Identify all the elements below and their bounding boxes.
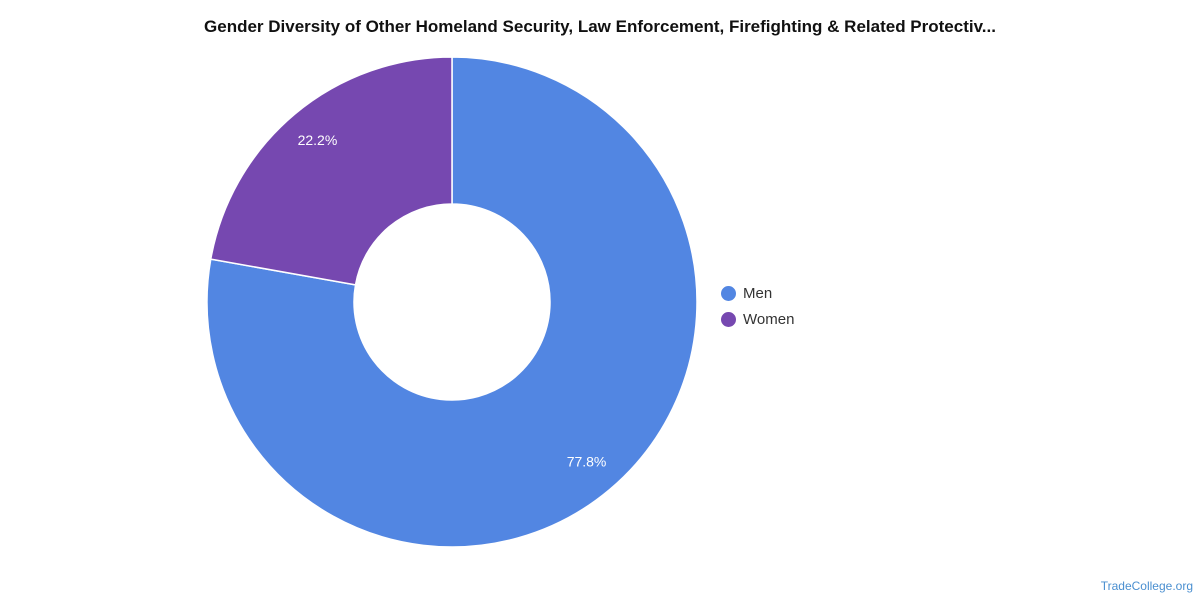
legend-item-women[interactable]: Women	[721, 306, 794, 332]
legend-label-women: Women	[743, 310, 795, 328]
slice-label-men: 77.8%	[567, 453, 607, 469]
legend-swatch-men	[721, 285, 736, 301]
slice-men[interactable]	[206, 56, 698, 548]
legend-label-men: Men	[743, 284, 773, 302]
chart-title: Gender Diversity of Other Homeland Secur…	[204, 17, 996, 36]
slice-women[interactable]	[209, 56, 453, 286]
legend-item-men[interactable]: Men	[721, 280, 794, 306]
slice-label-women: 22.2%	[298, 132, 338, 148]
watermark-link[interactable]: TradeCollege.org	[1100, 579, 1193, 593]
legend: Men Women	[721, 280, 794, 332]
legend-swatch-women	[721, 311, 736, 327]
